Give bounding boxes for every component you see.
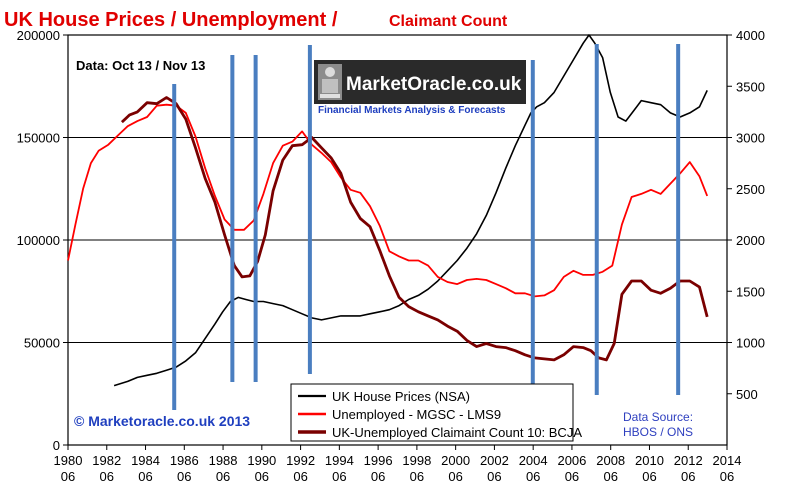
claimant-count-line bbox=[120, 96, 709, 362]
vertical-markers bbox=[172, 44, 681, 410]
house-prices-line bbox=[113, 34, 708, 387]
x-tick-month: 06 bbox=[371, 469, 385, 484]
x-tick-year: 2010 bbox=[635, 453, 664, 468]
data-note: Data: Oct 13 / Nov 13 bbox=[76, 58, 205, 73]
y-left-tick-label: 150000 bbox=[17, 131, 60, 146]
x-tick-year: 2002 bbox=[480, 453, 509, 468]
legend-box bbox=[290, 383, 574, 442]
y-left-tick-label: 0 bbox=[53, 438, 60, 453]
x-tick-month: 06 bbox=[100, 469, 114, 484]
y-right-tick-label: 500 bbox=[736, 387, 758, 402]
legend-label: UK House Prices (NSA) bbox=[332, 389, 470, 404]
watermark-tagline: Financial Markets Analysis & Forecasts bbox=[318, 105, 506, 116]
x-tick-month: 06 bbox=[487, 469, 501, 484]
y-right-ticks: 500 1000 1500 2000 2500 3000 3500 4000 bbox=[727, 28, 765, 402]
x-tick-month: 06 bbox=[61, 469, 75, 484]
y-left-tick-label: 200000 bbox=[17, 28, 60, 43]
x-tick-year: 1992 bbox=[286, 453, 315, 468]
x-tick-month: 06 bbox=[526, 469, 540, 484]
x-tick-year: 1980 bbox=[54, 453, 83, 468]
x-tick-year: 1988 bbox=[209, 453, 238, 468]
x-tick-month: 06 bbox=[448, 469, 462, 484]
source-line-1: Data Source: bbox=[623, 410, 693, 424]
y-right-tick-label: 1000 bbox=[736, 336, 765, 351]
x-tick-month: 06 bbox=[565, 469, 579, 484]
x-tick-year: 2012 bbox=[674, 453, 703, 468]
x-tick-month: 06 bbox=[681, 469, 695, 484]
y-left-tick-label: 100000 bbox=[17, 233, 60, 248]
watermark-banner bbox=[314, 60, 526, 104]
series-lines bbox=[67, 34, 709, 387]
copyright-text: © Marketoracle.co.uk 2013 bbox=[74, 413, 250, 429]
x-tick-year: 1990 bbox=[247, 453, 276, 468]
oracle-icon bbox=[318, 64, 342, 100]
x-tick-year: 2014 bbox=[713, 453, 742, 468]
x-tick-year: 2006 bbox=[557, 453, 586, 468]
unemployed-line bbox=[67, 103, 709, 298]
x-ticks: 1980061982061984061986061988061990061992… bbox=[54, 445, 742, 484]
x-tick-year: 1998 bbox=[402, 453, 431, 468]
x-tick-month: 06 bbox=[177, 469, 191, 484]
source-line-2: HBOS / ONS bbox=[623, 425, 693, 439]
x-tick-month: 06 bbox=[720, 469, 734, 484]
x-tick-month: 06 bbox=[332, 469, 346, 484]
legend-items: UK House Prices (NSA) Unemployed - MGSC -… bbox=[298, 389, 582, 440]
y-right-tick-label: 1500 bbox=[736, 284, 765, 299]
watermark-brand: MarketOracle.co.uk bbox=[346, 74, 522, 95]
x-tick-year: 1986 bbox=[170, 453, 199, 468]
x-tick-month: 06 bbox=[410, 469, 424, 484]
y-right-tick-label: 2000 bbox=[736, 233, 765, 248]
x-tick-month: 06 bbox=[603, 469, 617, 484]
x-tick-year: 1984 bbox=[131, 453, 160, 468]
gridlines bbox=[68, 137, 727, 343]
x-tick-year: 1994 bbox=[325, 453, 354, 468]
y-right-tick-label: 3000 bbox=[736, 131, 765, 146]
x-tick-year: 2004 bbox=[519, 453, 548, 468]
watermark: MarketOracle.co.uk Financial Markets Ana… bbox=[314, 60, 526, 116]
x-tick-year: 2008 bbox=[596, 453, 625, 468]
chart-title: UK House Prices / Unemployment / bbox=[4, 9, 338, 31]
y-left-tick-label: 50000 bbox=[24, 336, 60, 351]
x-tick-year: 2000 bbox=[441, 453, 470, 468]
y-left-ticks: 0 50000 100000 150000 200000 bbox=[17, 28, 68, 453]
legend-label: Unemployed - MGSC - LMS9 bbox=[332, 407, 501, 422]
x-tick-year: 1996 bbox=[364, 453, 393, 468]
x-tick-month: 06 bbox=[293, 469, 307, 484]
x-tick-month: 06 bbox=[642, 469, 656, 484]
x-tick-month: 06 bbox=[216, 469, 230, 484]
x-tick-month: 06 bbox=[255, 469, 269, 484]
x-tick-year: 1982 bbox=[92, 453, 121, 468]
legend-label: UK-Unemployed Claimaint Count 10: BCJA bbox=[332, 425, 582, 440]
y-right-tick-label: 2500 bbox=[736, 182, 765, 197]
x-tick-month: 06 bbox=[138, 469, 152, 484]
y-right-tick-label: 4000 bbox=[736, 28, 765, 43]
legend: UK House Prices (NSA) Unemployed - MGSC -… bbox=[290, 383, 582, 442]
chart-subtitle: Claimant Count bbox=[389, 13, 508, 30]
y-right-tick-label: 3500 bbox=[736, 79, 765, 94]
